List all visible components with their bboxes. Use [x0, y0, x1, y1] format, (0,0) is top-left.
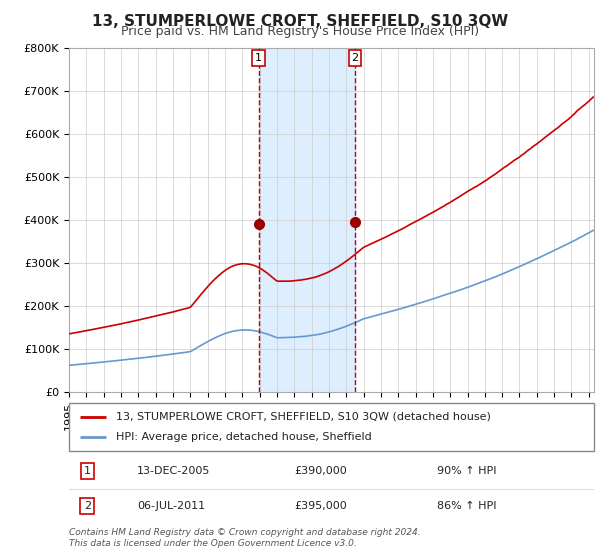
Text: 2: 2: [84, 501, 91, 511]
Text: 1: 1: [255, 53, 262, 63]
FancyBboxPatch shape: [69, 403, 594, 451]
Text: £390,000: £390,000: [295, 466, 347, 476]
Text: Contains HM Land Registry data © Crown copyright and database right 2024.: Contains HM Land Registry data © Crown c…: [69, 528, 421, 536]
Text: 06-JUL-2011: 06-JUL-2011: [137, 501, 205, 511]
Text: £395,000: £395,000: [295, 501, 347, 511]
Text: 1: 1: [84, 466, 91, 476]
Text: 2: 2: [352, 53, 358, 63]
Text: HPI: Average price, detached house, Sheffield: HPI: Average price, detached house, Shef…: [116, 432, 372, 442]
Text: 86% ↑ HPI: 86% ↑ HPI: [437, 501, 496, 511]
Text: 13-DEC-2005: 13-DEC-2005: [137, 466, 211, 476]
Text: 13, STUMPERLOWE CROFT, SHEFFIELD, S10 3QW: 13, STUMPERLOWE CROFT, SHEFFIELD, S10 3Q…: [92, 14, 508, 29]
Text: Price paid vs. HM Land Registry's House Price Index (HPI): Price paid vs. HM Land Registry's House …: [121, 25, 479, 38]
Text: This data is licensed under the Open Government Licence v3.0.: This data is licensed under the Open Gov…: [69, 539, 357, 548]
Bar: [259, 48, 355, 392]
Text: 90% ↑ HPI: 90% ↑ HPI: [437, 466, 496, 476]
Text: 13, STUMPERLOWE CROFT, SHEFFIELD, S10 3QW (detached house): 13, STUMPERLOWE CROFT, SHEFFIELD, S10 3Q…: [116, 412, 491, 422]
